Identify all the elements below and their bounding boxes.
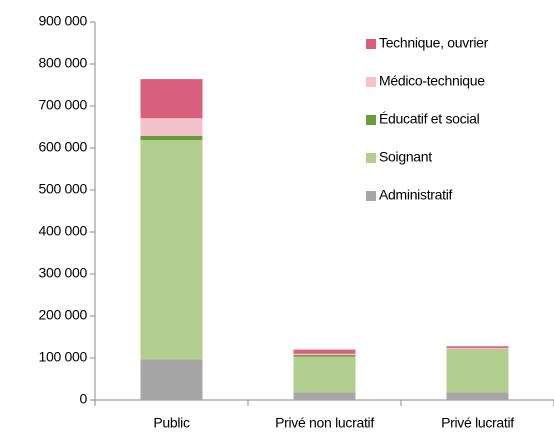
x-tick-label: Privé non lucratif [275, 415, 374, 431]
y-tick-label: 200 000 [38, 307, 87, 323]
bar-segment [446, 392, 509, 400]
legend-label: Médico-technique [379, 73, 485, 89]
bar-segment [293, 349, 356, 354]
bar-segment [140, 79, 203, 119]
bar-segment [446, 349, 509, 393]
legend-swatch [366, 77, 376, 87]
bar-segment [293, 355, 356, 357]
y-tick-label: 600 000 [38, 139, 87, 155]
y-tick-label: 0 [80, 391, 88, 407]
legend-swatch [366, 115, 376, 125]
y-tick-label: 400 000 [38, 223, 87, 239]
y-tick-label: 300 000 [38, 265, 87, 281]
legend-swatch [366, 191, 376, 201]
y-tick-label: 900 000 [38, 13, 87, 29]
bar-segment [446, 346, 509, 348]
legend-swatch [366, 39, 376, 49]
legend-label: Éducatif et social [379, 111, 480, 127]
y-tick-label: 800 000 [38, 55, 87, 71]
bar-segment [140, 118, 203, 136]
bar-segment [293, 356, 356, 393]
legend-label: Technique, ouvrier [379, 35, 489, 51]
bar-segment [140, 135, 203, 141]
bar-segment [140, 359, 203, 400]
bar-segment [293, 392, 356, 400]
x-tick-label: Public [153, 415, 190, 431]
legend-label: Soignant [379, 149, 432, 165]
bar-segment [293, 353, 356, 356]
y-tick-label: 700 000 [38, 97, 87, 113]
bar-segment [446, 347, 509, 350]
y-tick-label: 100 000 [38, 349, 87, 365]
legend-swatch [366, 153, 376, 163]
bar-segment [140, 140, 203, 360]
legend-label: Administratif [379, 187, 453, 203]
x-tick-label: Privé lucratif [441, 415, 514, 431]
y-tick-label: 500 000 [38, 181, 87, 197]
